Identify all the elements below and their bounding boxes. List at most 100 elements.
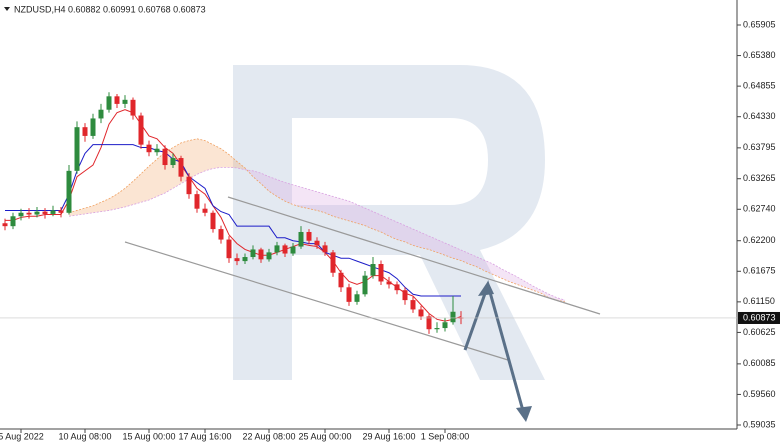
cloud-segment — [349, 201, 357, 224]
cloud-segment — [93, 202, 101, 213]
candle-body — [330, 252, 336, 273]
candle-body — [66, 170, 72, 213]
y-tick-label: 0.60625 — [743, 327, 776, 337]
candle-body — [370, 264, 376, 276]
cloud-segment — [101, 198, 109, 212]
candle-body — [394, 284, 400, 291]
cloud-segment — [141, 166, 149, 203]
candle-body — [298, 231, 304, 247]
cloud-segment — [245, 167, 253, 177]
candle-body — [322, 245, 328, 253]
candle-body — [418, 309, 424, 317]
candle-body — [258, 249, 264, 260]
cloud-segment — [405, 225, 413, 246]
title-marker — [4, 7, 10, 11]
candles — [2, 92, 464, 334]
watermark — [233, 65, 545, 380]
cloud-segment — [317, 191, 325, 213]
candle-body — [74, 127, 80, 171]
cloud-segment — [509, 272, 517, 285]
cloud-segment — [485, 260, 493, 275]
candle-body — [154, 148, 160, 153]
annotations — [124, 196, 601, 422]
candle-body — [106, 96, 112, 110]
candle-body — [354, 294, 360, 302]
candle-body — [306, 231, 312, 241]
candle-body — [162, 148, 168, 166]
candle-body — [314, 240, 320, 246]
y-tick-label: 0.61675 — [743, 266, 776, 276]
y-tick-label: 0.64855 — [743, 81, 776, 91]
cloud-segment — [189, 138, 197, 180]
cloud-segment — [133, 173, 141, 205]
candle-body — [170, 158, 176, 166]
candle-body — [410, 300, 416, 310]
candle-body — [290, 246, 296, 254]
cloud-segment — [229, 154, 237, 168]
candle-body — [442, 322, 448, 329]
candle-body — [178, 158, 184, 177]
cloud-segment — [125, 181, 133, 207]
cloud-segment — [429, 236, 437, 253]
last-price-label: 0.60873 — [743, 312, 776, 322]
candle-body — [194, 194, 200, 209]
candle-body — [186, 176, 192, 195]
cloud-segment — [557, 297, 565, 302]
cloud-segment — [325, 194, 333, 217]
candle-body — [2, 223, 8, 227]
arrow-head-up — [478, 281, 494, 296]
cloud-segment — [69, 210, 77, 217]
candle-body — [10, 216, 16, 227]
cloud-segment — [173, 142, 181, 189]
indicator-lines — [5, 109, 566, 322]
x-tick-label: 15 Aug 00:00 — [122, 431, 175, 441]
channel-upper — [227, 196, 601, 315]
x-tick-label: 1 Sep 08:00 — [421, 431, 470, 441]
candle-body — [282, 245, 288, 254]
candle-body — [346, 287, 352, 302]
x-tick-label: 10 Aug 08:00 — [58, 431, 111, 441]
x-tick-label: 25 Aug 00:00 — [298, 431, 351, 441]
y-tick-label: 0.63265 — [743, 173, 776, 183]
x-tick-label: 29 Aug 16:00 — [362, 431, 415, 441]
watermark-logo — [233, 65, 545, 380]
cloud-segment — [333, 196, 341, 219]
cloud-segment — [469, 253, 477, 267]
cloud-segment — [197, 138, 205, 175]
candle-body — [122, 99, 128, 104]
cloud-segment — [461, 250, 469, 265]
cloud-segment — [117, 188, 125, 209]
cloud-segment — [541, 290, 549, 298]
cloud-segment — [253, 170, 261, 184]
cloud-segment — [437, 239, 445, 256]
candle-body — [402, 290, 408, 301]
cloud-segment — [109, 194, 117, 211]
cloud-segment — [501, 268, 509, 282]
candle-body — [234, 258, 240, 262]
cloud-segment — [453, 246, 461, 261]
y-tick-label: 0.64330 — [743, 111, 776, 121]
y-tick-label: 0.62200 — [743, 235, 776, 245]
candle-body — [274, 245, 280, 253]
candle-body — [34, 211, 40, 215]
indicator-line — [5, 144, 461, 297]
cloud-segment — [549, 294, 557, 301]
cloud-segment — [213, 144, 221, 169]
candle-body — [26, 212, 32, 215]
cloud-segment — [533, 286, 541, 294]
arrow-head-down — [516, 406, 532, 422]
cloud-segment — [221, 148, 229, 168]
chart-title: NZDUSD,H4 0.60882 0.60991 0.60768 0.6087… — [14, 4, 206, 14]
cloud-segment — [285, 182, 293, 205]
y-tick-label: 0.65380 — [743, 50, 776, 60]
cloud-segment — [261, 173, 269, 192]
indicator-line — [68, 166, 566, 301]
candle-body — [114, 96, 120, 104]
candle-body — [58, 210, 64, 213]
x-tick-label: 17 Aug 16:00 — [178, 431, 231, 441]
candle-body — [450, 311, 456, 323]
candle-body — [130, 99, 136, 116]
cloud-segment — [389, 218, 397, 240]
last-price-box — [738, 311, 780, 324]
